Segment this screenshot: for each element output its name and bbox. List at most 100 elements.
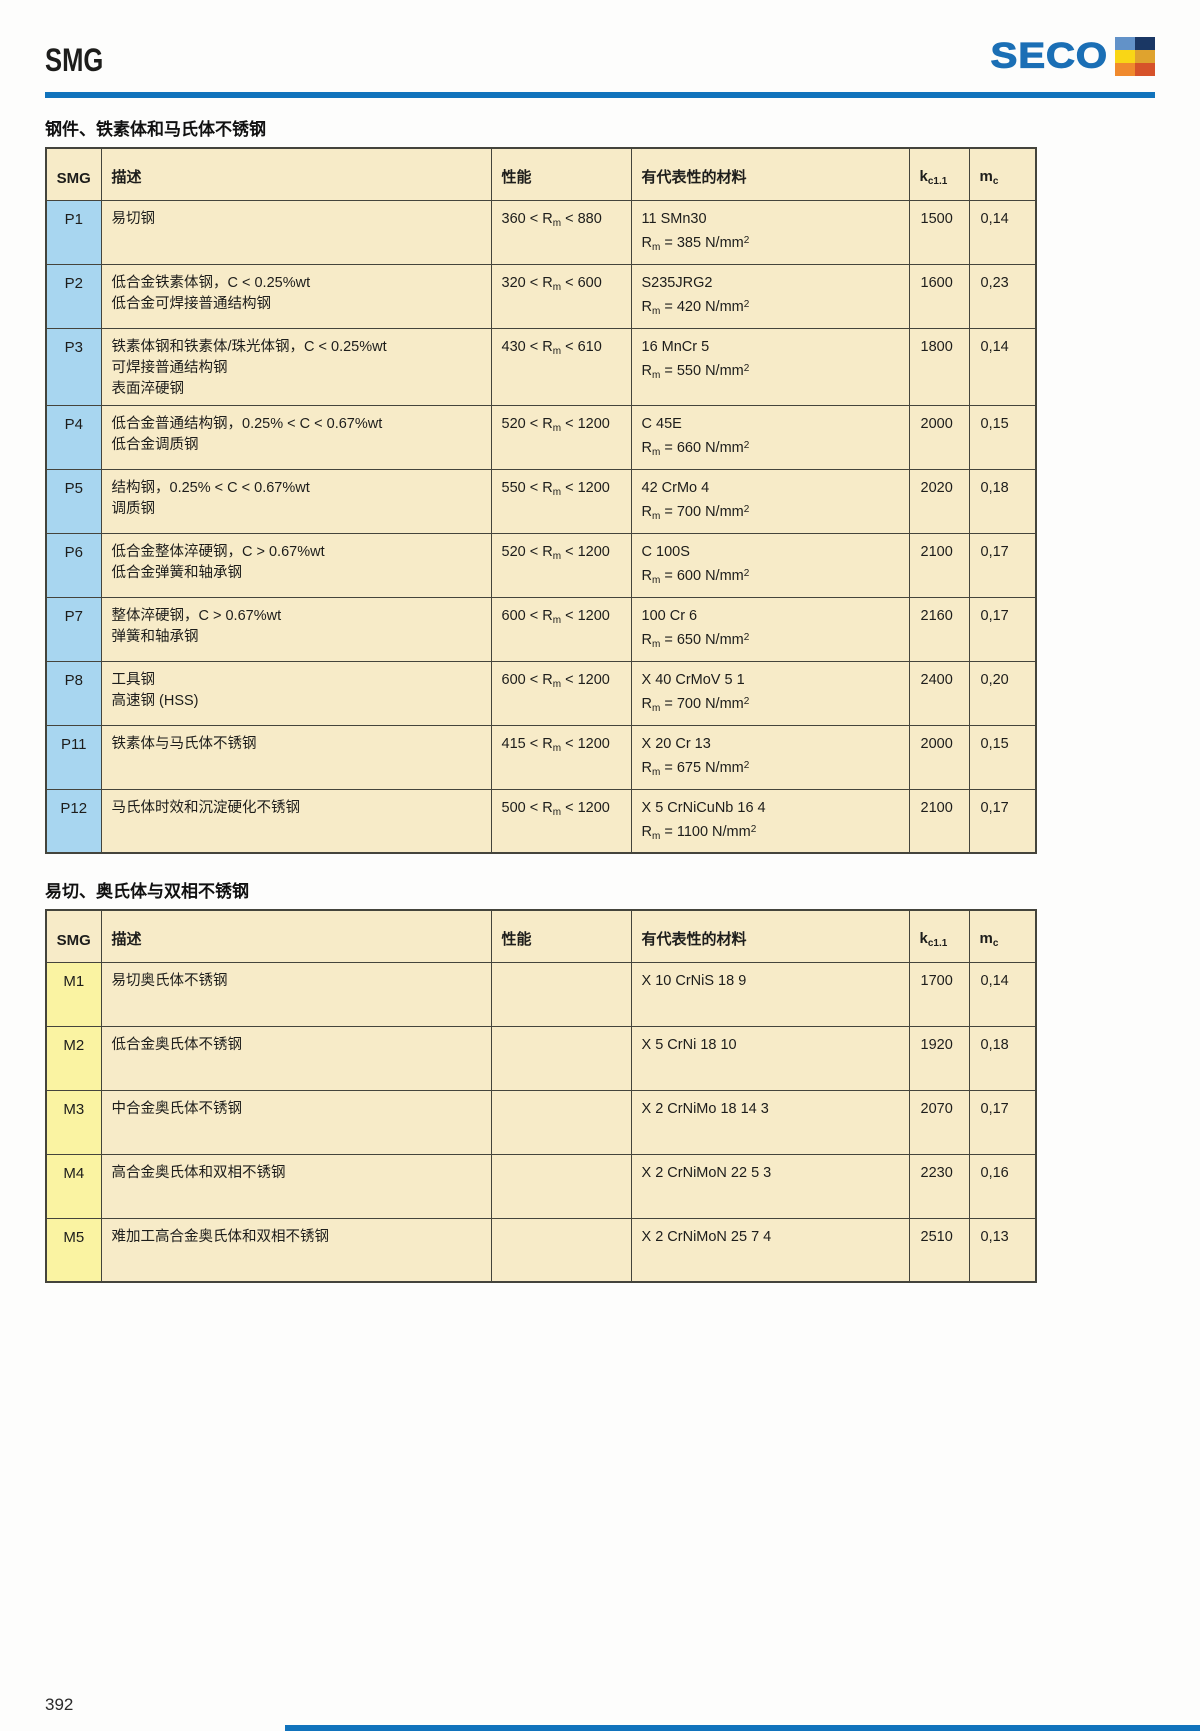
smg-code: P11 [45,724,102,790]
table-row: P8 工具钢 高速钢 (HSS) 600 < Rm < 1200 X 40 CrMoV … [45,660,1037,726]
mc-value: 0,14 [968,961,1037,1027]
smg-code: M5 [45,1217,102,1283]
mc-value: 0,23 [968,263,1037,329]
performance-cell: 320 < Rm < 600 [490,263,632,329]
col-header-kc11: kc1.1 [908,147,970,201]
col-header-smg: SMG [45,147,102,201]
kc11-value: 1600 [908,263,970,329]
page-title: SMG [45,42,104,78]
table-row: M1 易切奥氏体不锈钢 X 10 CrNiS 18 9 1700 0,14 [45,961,1037,1027]
material-cell: X 2 CrNiMoN 25 7 4 [630,1217,910,1283]
col-header-smg: SMG [45,909,102,963]
performance-cell: 500 < Rm < 1200 [490,788,632,854]
description-cell: 铁素体与马氏体不锈钢 [100,724,492,790]
kc11-value: 1920 [908,1025,970,1091]
material-cell: X 10 CrNiS 18 9 [630,961,910,1027]
material-cell: X 2 CrNiMo 18 14 3 [630,1089,910,1155]
description-cell: 低合金铁素体钢，C < 0.25%wt 低合金可焊接普通结构钢 [100,263,492,329]
description-cell: 铁素体钢和铁素体/珠光体钢，C < 0.25%wt 可焊接普通结构钢 表面淬硬钢 [100,327,492,406]
kc11-value: 2020 [908,468,970,534]
col-header-mc: mc [968,147,1037,201]
mc-value: 0,14 [968,327,1037,406]
material-cell: S235JRG2 Rm = 420 N/mm2 [630,263,910,329]
material-cell: 42 CrMo 4 Rm = 700 N/mm2 [630,468,910,534]
kc11-value: 1700 [908,961,970,1027]
performance-cell: 415 < Rm < 1200 [490,724,632,790]
table-row: P1 易切钢 360 < Rm < 880 11 SMn30 Rm = 385 N/mm… [45,199,1037,265]
col-header-performance: 性能 [490,147,632,201]
smg-code: P1 [45,199,102,265]
mc-value: 0,15 [968,404,1037,470]
material-cell: C 45E Rm = 660 N/mm2 [630,404,910,470]
table-row: M2 低合金奥氏体不锈钢 X 5 CrNi 18 10 1920 0,18 [45,1025,1037,1091]
kc11-value: 2000 [908,404,970,470]
table-row: P12 马氏体时效和沉淀硬化不锈钢 500 < Rm < 1200 X 5 CrNiC… [45,788,1037,854]
description-cell: 易切钢 [100,199,492,265]
kc11-value: 2100 [908,532,970,598]
material-cell: X 2 CrNiMoN 22 5 3 [630,1153,910,1219]
kc11-value: 2510 [908,1217,970,1283]
table-row: P11 铁素体与马氏体不锈钢 415 < Rm < 1200 X 20 Cr 13 Rm… [45,724,1037,790]
kc11-value: 2100 [908,788,970,854]
mc-value: 0,17 [968,596,1037,662]
description-cell: 低合金普通结构钢，0.25% < C < 0.67%wt 低合金调质钢 [100,404,492,470]
col-header-description: 描述 [100,909,492,963]
mc-value: 0,15 [968,724,1037,790]
material-cell: 16 MnCr 5 Rm = 550 N/mm2 [630,327,910,406]
kc11-value: 1800 [908,327,970,406]
material-cell: X 40 CrMoV 5 1 Rm = 700 N/mm2 [630,660,910,726]
smg-code: P12 [45,788,102,854]
smg-code: M3 [45,1089,102,1155]
section-title-steel: 钢件、铁素体和马氏体不锈钢 [45,120,266,139]
kc11-value: 2230 [908,1153,970,1219]
smg-code: P5 [45,468,102,534]
performance-cell: 360 < Rm < 880 [490,199,632,265]
description-cell: 中合金奥氏体不锈钢 [100,1089,492,1155]
seco-logo-text: SECO [990,36,1108,76]
logo-color-square [1115,50,1135,63]
mc-value: 0,17 [968,788,1037,854]
smg-code: P2 [45,263,102,329]
table-header-row: SMG 描述 性能 有代表性的材料 kc1.1 mc [45,147,1037,201]
table-row: P4 低合金普通结构钢，0.25% < C < 0.67%wt 低合金调质钢 520 … [45,404,1037,470]
mc-value: 0,13 [968,1217,1037,1283]
material-cell: 11 SMn30 Rm = 385 N/mm2 [630,199,910,265]
table-header-row: SMG 描述 性能 有代表性的材料 kc1.1 mc [45,909,1037,963]
mc-value: 0,16 [968,1153,1037,1219]
logo-color-square [1115,37,1135,50]
description-cell: 工具钢 高速钢 (HSS) [100,660,492,726]
kc11-value: 2160 [908,596,970,662]
table-row: P7 整体淬硬钢，C > 0.67%wt 弹簧和轴承钢 600 < Rm < 1200… [45,596,1037,662]
kc11-value: 2400 [908,660,970,726]
performance-cell [490,1025,632,1091]
performance-cell: 520 < Rm < 1200 [490,404,632,470]
logo-color-square [1135,50,1155,63]
smg-code: M2 [45,1025,102,1091]
page-header: SMG SECO [45,34,1155,84]
description-cell: 结构钢，0.25% < C < 0.67%wt 调质钢 [100,468,492,534]
performance-cell [490,1153,632,1219]
kc11-value: 1500 [908,199,970,265]
header-divider [45,92,1155,98]
table-row: M4 高合金奥氏体和双相不锈钢 X 2 CrNiMoN 22 5 3 2230 0,16 [45,1153,1037,1219]
performance-cell: 520 < Rm < 1200 [490,532,632,598]
smg-code: P3 [45,327,102,406]
description-cell: 整体淬硬钢，C > 0.67%wt 弹簧和轴承钢 [100,596,492,662]
section-title-stainless: 易切、奥氏体与双相不锈钢 [45,882,249,901]
performance-cell [490,1217,632,1283]
col-header-material: 有代表性的材料 [630,147,910,201]
seco-logo-cube-icon [1115,37,1155,76]
steel-material-table: SMG 描述 性能 有代表性的材料 kc1.1 mc P1 易切钢 360 < Rm… [45,147,1037,854]
logo-color-square [1115,63,1135,76]
smg-code: P6 [45,532,102,598]
description-cell: 易切奥氏体不锈钢 [100,961,492,1027]
mc-value: 0,18 [968,1025,1037,1091]
smg-code: M1 [45,961,102,1027]
col-header-description: 描述 [100,147,492,201]
description-cell: 低合金奥氏体不锈钢 [100,1025,492,1091]
performance-cell: 430 < Rm < 610 [490,327,632,406]
description-cell: 难加工高合金奥氏体和双相不锈钢 [100,1217,492,1283]
table-row: M3 中合金奥氏体不锈钢 X 2 CrNiMo 18 14 3 2070 0,17 [45,1089,1037,1155]
table-row: P3 铁素体钢和铁素体/珠光体钢，C < 0.25%wt 可焊接普通结构钢 表面淬硬钢… [45,327,1037,406]
bottom-divider [285,1725,1200,1731]
